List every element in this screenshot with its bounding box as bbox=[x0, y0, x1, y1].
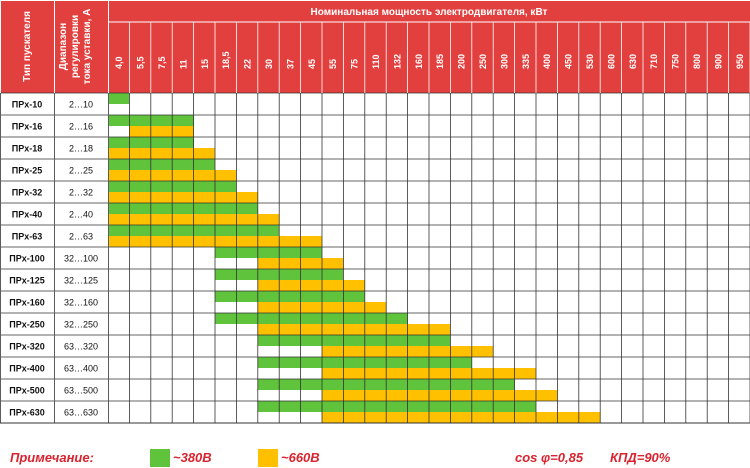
bar-660v bbox=[129, 126, 194, 137]
power-label-3: 11 bbox=[178, 59, 188, 69]
row-range: 63…320 bbox=[64, 342, 98, 352]
row-type: ПРх-320 bbox=[9, 342, 45, 352]
row-range: 2…63 bbox=[69, 232, 93, 242]
power-label-29: 950 bbox=[735, 54, 745, 69]
bar-380v bbox=[257, 335, 451, 346]
row-range: 63…630 bbox=[64, 408, 98, 418]
power-label-27: 800 bbox=[692, 54, 702, 69]
power-label-2: 7,5 bbox=[157, 56, 167, 69]
power-label-13: 132 bbox=[392, 54, 402, 69]
power-label-5: 18,5 bbox=[221, 51, 231, 69]
bar-380v bbox=[215, 313, 408, 324]
bar-380v bbox=[108, 93, 130, 104]
yellow-label: ~660В bbox=[281, 450, 320, 465]
bar-660v bbox=[257, 324, 451, 335]
row-range: 2…18 bbox=[69, 144, 93, 154]
power-label-8: 37 bbox=[285, 59, 295, 69]
row-range: 32…160 bbox=[64, 298, 98, 308]
bar-380v bbox=[108, 203, 258, 214]
power-label-20: 400 bbox=[542, 54, 552, 69]
row-range: 32…100 bbox=[64, 254, 98, 264]
header-background bbox=[0, 0, 750, 93]
row-type: ПРх-400 bbox=[9, 364, 45, 374]
column-header-type: Тип пускателя bbox=[22, 11, 33, 82]
row-type: ПРх-63 bbox=[12, 232, 43, 242]
bar-660v bbox=[322, 390, 558, 401]
bar-660v bbox=[108, 148, 215, 159]
row-type: ПРх-500 bbox=[9, 386, 45, 396]
row-range: 63…400 bbox=[64, 364, 98, 374]
row-range: 32…125 bbox=[64, 276, 98, 286]
bar-380v bbox=[108, 159, 215, 170]
power-label-11: 75 bbox=[350, 59, 360, 69]
power-label-22: 530 bbox=[585, 54, 595, 69]
power-label-25: 710 bbox=[649, 54, 659, 69]
power-label-16: 200 bbox=[457, 54, 467, 69]
power-label-17: 250 bbox=[478, 54, 488, 69]
column-header-range-line: Диапазон bbox=[58, 23, 69, 70]
row-range: 2…40 bbox=[69, 210, 93, 220]
row-type: ПРх-18 bbox=[12, 144, 43, 154]
efficiency-label: КПД=90% bbox=[610, 450, 671, 465]
power-label-14: 160 bbox=[414, 54, 424, 69]
power-compatibility-table: Тип пускателя Диапазон регулировки тока уст… bbox=[0, 0, 750, 424]
power-label-21: 450 bbox=[564, 54, 574, 69]
note-label: Примечание: bbox=[10, 450, 94, 465]
power-label-4: 15 bbox=[200, 59, 210, 69]
row-range: 2…32 bbox=[69, 188, 93, 198]
row-range: 2…16 bbox=[69, 122, 93, 132]
row-type: ПРх-250 bbox=[9, 320, 45, 330]
row-range: 32…250 bbox=[64, 320, 98, 330]
legend-footer: Примечание: ~380В ~660В cos φ=0,85 КПД=9… bbox=[0, 440, 750, 468]
power-label-6: 22 bbox=[243, 59, 253, 69]
row-type: ПРх-630 bbox=[9, 408, 45, 418]
row-type: ПРх-25 bbox=[12, 166, 43, 176]
power-label-9: 45 bbox=[307, 59, 317, 69]
row-type: ПРх-100 bbox=[9, 254, 45, 264]
cos-phi-label: cos φ=0,85 bbox=[515, 450, 584, 465]
row-type: ПРх-160 bbox=[9, 298, 45, 308]
power-label-26: 750 bbox=[671, 54, 681, 69]
power-label-7: 30 bbox=[264, 59, 274, 69]
power-header-title: Номинальная мощность электродвигателя, к… bbox=[311, 7, 548, 18]
bar-380v bbox=[257, 401, 536, 412]
green-swatch bbox=[150, 449, 170, 467]
power-label-18: 300 bbox=[499, 54, 509, 69]
yellow-swatch bbox=[258, 449, 278, 467]
power-label-19: 335 bbox=[521, 54, 531, 69]
green-label: ~380В bbox=[173, 450, 212, 465]
row-range: 2…10 bbox=[69, 100, 93, 110]
row-type: ПРх-125 bbox=[9, 276, 45, 286]
bar-380v bbox=[215, 291, 365, 302]
row-range: 63…500 bbox=[64, 386, 98, 396]
power-label-0: 4,0 bbox=[114, 56, 124, 69]
bar-660v bbox=[322, 412, 601, 423]
row-type: ПРх-40 bbox=[12, 210, 43, 220]
column-header-range-line: тока уставки, А bbox=[82, 9, 93, 85]
row-range: 2…25 bbox=[69, 166, 93, 176]
column-header-range-line: регулировки bbox=[70, 15, 81, 78]
bar-660v bbox=[257, 280, 365, 291]
power-label-1: 5,5 bbox=[136, 56, 146, 69]
bar-660v bbox=[108, 192, 258, 203]
power-label-28: 900 bbox=[713, 54, 723, 69]
power-label-10: 55 bbox=[328, 59, 338, 69]
row-type: ПРх-16 bbox=[12, 122, 43, 132]
power-label-12: 110 bbox=[371, 54, 381, 69]
power-label-23: 600 bbox=[606, 54, 616, 69]
row-type: ПРх-32 bbox=[12, 188, 43, 198]
power-label-24: 630 bbox=[628, 54, 638, 69]
power-label-15: 185 bbox=[435, 54, 445, 69]
row-type: ПРх-10 bbox=[12, 100, 43, 110]
bar-380v bbox=[215, 247, 322, 258]
